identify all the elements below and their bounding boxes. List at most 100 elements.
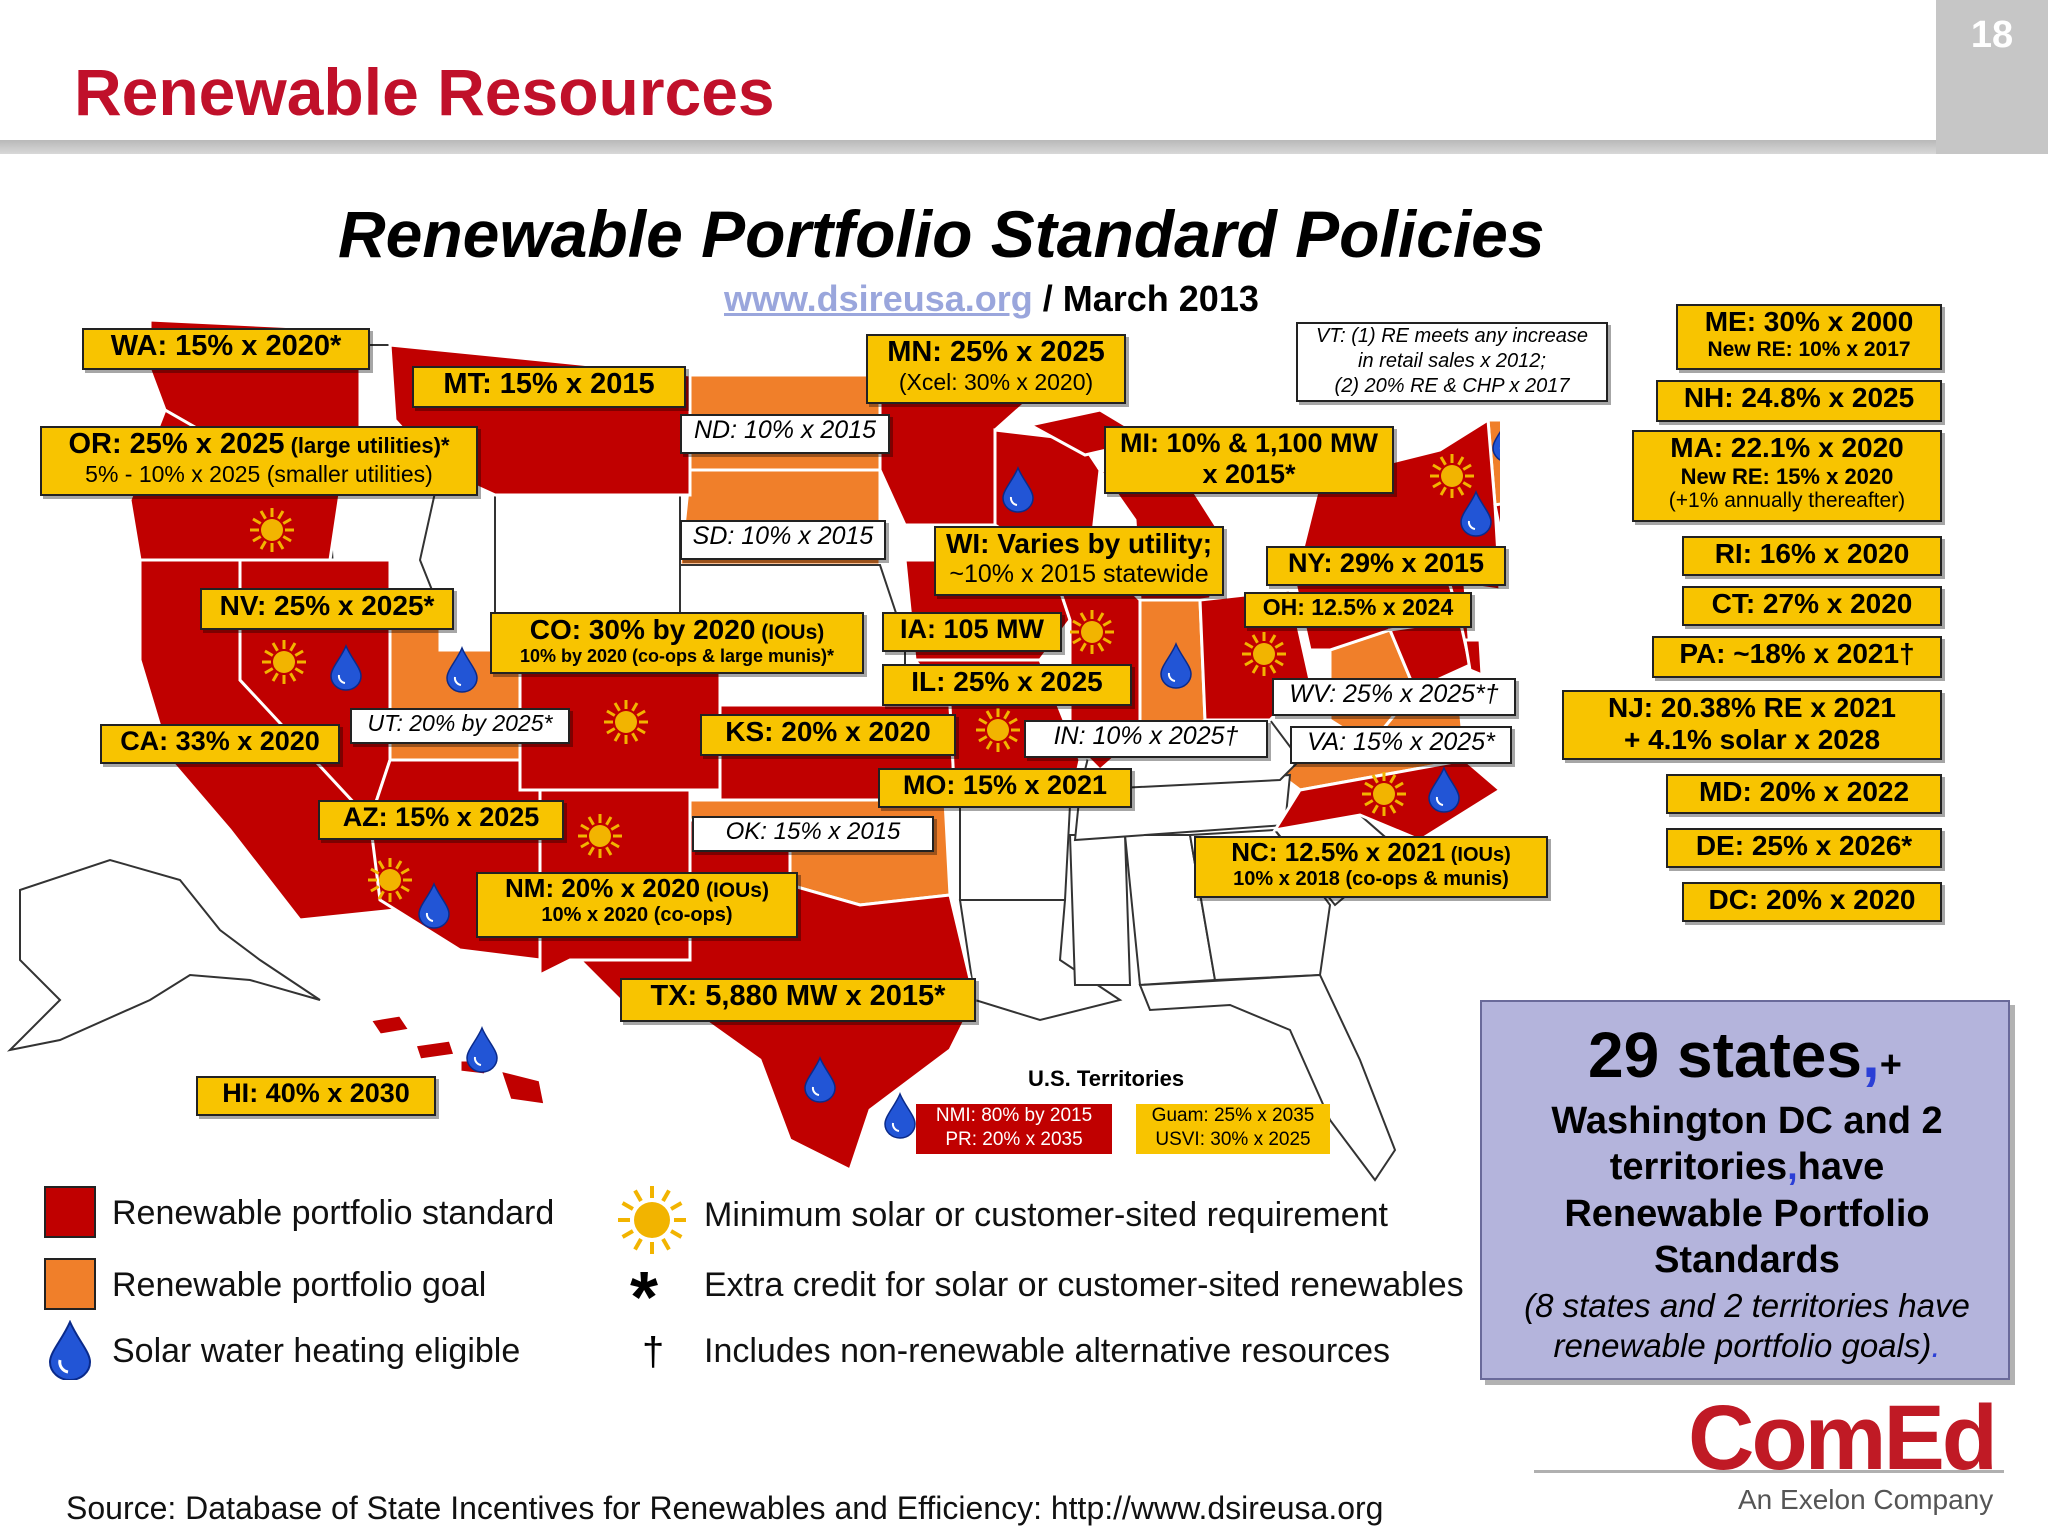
territories-rps-box: NMI: 80% by 2015 PR: 20% x 2035	[916, 1104, 1112, 1154]
map-title: Renewable Portfolio Standard Policies	[338, 197, 1545, 271]
summary-line-1: Washington DC and 2	[1551, 1100, 1943, 1142]
label-co: CO: 30% by 2020 (IOUs) 10% by 2020 (co-o…	[490, 612, 864, 674]
label-co-note: (IOUs)	[755, 621, 825, 644]
source-footer: Source: Database of State Incentives for…	[66, 1490, 1384, 1526]
label-nj: NJ: 20.38% RE x 2021 + 4.1% solar x 2028	[1562, 690, 1942, 760]
legend-credit-label: Extra credit for solar or customer-sited…	[704, 1266, 1464, 1304]
summary-body: Washington DC and 2 territories,have Ren…	[1492, 1098, 2002, 1283]
label-wi-sub: ~10% x 2015 statewide	[949, 560, 1209, 589]
legend-rps-swatch	[44, 1186, 96, 1238]
legend-goal-label: Renewable portfolio goal	[112, 1266, 487, 1304]
label-mi-main: MI: 10% & 1,100 MW	[1119, 428, 1379, 458]
label-ma-main: MA: 22.1% x 2020	[1670, 432, 1904, 463]
label-me-sub: New RE: 10% x 2017	[1707, 338, 1911, 362]
sun-ray	[670, 1201, 683, 1211]
summary-plus: +	[1879, 1044, 1902, 1086]
label-de: DE: 25% x 2026*	[1666, 828, 1942, 868]
legend-solar-label: Minimum solar or customer-sited requirem…	[704, 1196, 1388, 1234]
label-nc: NC: 12.5% x 2021 (IOUs) 10% x 2018 (co-o…	[1194, 836, 1548, 898]
sun-ray	[661, 1189, 671, 1202]
territory-guam: Guam: 25% x 2035	[1151, 1105, 1315, 1126]
label-mn-main: MN: 25% x 2025	[887, 336, 1105, 368]
label-or-note: (large utilities)*	[284, 433, 450, 458]
state-ar	[959, 804, 1072, 901]
label-nv: NV: 25% x 2025*	[200, 588, 454, 630]
water-drop-icon-ny	[1492, 430, 1500, 461]
sun-icon-az	[368, 858, 412, 902]
icon-layer	[250, 430, 1500, 1139]
label-nm: NM: 20% x 2020 (IOUs) 10% x 2020 (co-ops…	[476, 872, 798, 938]
label-vt-line2: in retail sales x 2012;	[1358, 350, 1546, 372]
water-drop-icon-in	[1160, 642, 1192, 689]
label-vt-line3: (2) 20% RE & CHP x 2017	[1334, 375, 1570, 397]
header-divider	[0, 140, 1936, 154]
comed-logo: ComEd	[1688, 1387, 1998, 1489]
label-az: AZ: 15% x 2025	[318, 800, 564, 840]
summary-states-count: 29 states	[1588, 1019, 1862, 1091]
slide-header	[0, 0, 1936, 140]
label-nc-sub: 10% x 2018 (co-ops & munis)	[1233, 867, 1509, 890]
label-ok: OK: 15% x 2015	[692, 816, 934, 852]
summary-note-line-1: (8 states and 2 territories have	[1524, 1287, 1970, 1324]
label-ri: RI: 16% x 2020	[1682, 536, 1942, 576]
logo-divider	[1534, 1470, 2004, 1473]
label-ks: KS: 20% x 2020	[700, 714, 956, 756]
state-fl	[1138, 973, 1397, 1182]
state-ak	[6, 858, 321, 1052]
label-ut: UT: 20% by 2025*	[350, 708, 570, 744]
label-co-main: CO: 30% by 2020	[529, 614, 756, 645]
label-mo: MO: 15% x 2021	[878, 768, 1132, 808]
label-ma: MA: 22.1% x 2020 New RE: 15% x 2020 (+1%…	[1632, 430, 1942, 522]
source-link[interactable]: www.dsireusa.org	[724, 278, 1033, 319]
legend-asterisk-icon: *	[630, 1258, 659, 1338]
summary-note-dot: .	[1931, 1327, 1941, 1365]
label-nd: ND: 10% x 2015	[680, 414, 890, 454]
label-me: ME: 30% x 2000 New RE: 10% x 2017	[1676, 304, 1942, 370]
sun-icon-oh	[1242, 632, 1286, 676]
label-or-main: OR: 25% x 2025	[68, 428, 285, 460]
territories-title: U.S. Territories	[1028, 1066, 1185, 1091]
label-dc: DC: 20% x 2020	[1682, 882, 1942, 922]
label-ca: CA: 33% x 2020	[100, 724, 340, 764]
summary-note-line-2-text: renewable portfolio goals)	[1553, 1327, 1932, 1365]
label-va: VA: 15% x 2025*	[1290, 726, 1512, 764]
label-wi: WI: Varies by utility; ~10% x 2015 state…	[934, 526, 1224, 596]
summary-comma: ,	[1861, 1019, 1880, 1091]
sun-icon-nv	[262, 640, 306, 684]
label-wv: WV: 25% x 2025*†	[1272, 678, 1516, 716]
label-mi: MI: 10% & 1,100 MW x 2015*	[1104, 426, 1394, 494]
label-nj-line2: + 4.1% solar x 2028	[1623, 724, 1881, 756]
label-mi-sub: x 2015*	[1202, 459, 1296, 490]
label-ct: CT: 27% x 2020	[1682, 586, 1942, 626]
sun-ray	[670, 1229, 683, 1239]
label-nm-note: (IOUs)	[700, 879, 769, 902]
legend-water-drop-icon	[48, 1320, 92, 1380]
territory-usvi: USVI: 30% x 2025	[1155, 1128, 1311, 1150]
legend-nonrenew-label: Includes non-renewable alternative resou…	[704, 1332, 1391, 1370]
label-nh: NH: 24.8% x 2025	[1656, 380, 1942, 422]
water-drop-icon-territories	[884, 1092, 916, 1139]
label-oh: OH: 12.5% x 2024	[1244, 592, 1472, 628]
water-drop-icon-nc	[1428, 766, 1460, 813]
label-pa: PA: ~18% x 2021†	[1652, 636, 1942, 678]
territory-nmi: NMI: 80% by 2015	[935, 1105, 1093, 1126]
territory-pr: PR: 20% x 2035	[945, 1128, 1083, 1150]
label-mn-sub: (Xcel: 30% x 2020)	[898, 369, 1094, 396]
source-date: / March 2013	[1032, 278, 1259, 319]
sun-icon-co	[604, 700, 648, 744]
label-me-main: ME: 30% x 2000	[1704, 306, 1914, 337]
label-mn: MN: 25% x 2025 (Xcel: 30% x 2020)	[866, 334, 1126, 404]
sun-ray	[621, 1201, 634, 1211]
summary-line-3: Renewable Portfolio	[1564, 1192, 1930, 1235]
summary-note: (8 states and 2 territories have renewab…	[1492, 1286, 2002, 1367]
state-hi-1	[367, 1013, 413, 1037]
sun-icon-ny	[1430, 454, 1474, 498]
sun-ray	[633, 1189, 643, 1202]
state-de	[1463, 638, 1484, 678]
summary-headline: 29 states,+	[1482, 1018, 2008, 1092]
label-or: OR: 25% x 2025 (large utilities)* 5% - 1…	[40, 426, 478, 496]
legend-goal-swatch	[44, 1258, 96, 1310]
sun-icon-or	[250, 508, 294, 552]
label-il: IL: 25% x 2025	[882, 664, 1132, 706]
sun-ray	[661, 1238, 671, 1251]
